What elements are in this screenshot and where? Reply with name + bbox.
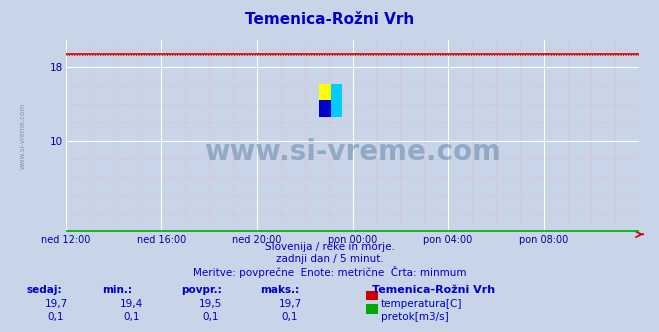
- Text: Temenica-Rožni Vrh: Temenica-Rožni Vrh: [245, 12, 414, 27]
- Text: www.si-vreme.com: www.si-vreme.com: [204, 137, 501, 166]
- Text: 0,1: 0,1: [202, 312, 219, 322]
- Text: Meritve: povprečne  Enote: metrične  Črta: minmum: Meritve: povprečne Enote: metrične Črta:…: [192, 266, 467, 278]
- Text: temperatura[C]: temperatura[C]: [381, 299, 463, 309]
- Text: www.si-vreme.com: www.si-vreme.com: [20, 103, 26, 169]
- Text: 19,5: 19,5: [199, 299, 223, 309]
- Bar: [320, 84, 331, 100]
- Text: 19,7: 19,7: [278, 299, 302, 309]
- Text: pretok[m3/s]: pretok[m3/s]: [381, 312, 449, 322]
- Text: zadnji dan / 5 minut.: zadnji dan / 5 minut.: [275, 254, 384, 264]
- Text: Slovenija / reke in morje.: Slovenija / reke in morje.: [264, 242, 395, 252]
- Text: min.:: min.:: [102, 285, 132, 295]
- Bar: [331, 84, 343, 100]
- Text: Temenica-Rožni Vrh: Temenica-Rožni Vrh: [372, 285, 496, 295]
- Bar: [331, 100, 343, 117]
- Text: 19,7: 19,7: [44, 299, 68, 309]
- Text: povpr.:: povpr.:: [181, 285, 222, 295]
- Text: 19,4: 19,4: [120, 299, 144, 309]
- Text: 0,1: 0,1: [47, 312, 65, 322]
- Text: 0,1: 0,1: [281, 312, 299, 322]
- Text: 0,1: 0,1: [123, 312, 140, 322]
- Text: sedaj:: sedaj:: [26, 285, 62, 295]
- Bar: [320, 100, 331, 117]
- Text: maks.:: maks.:: [260, 285, 300, 295]
